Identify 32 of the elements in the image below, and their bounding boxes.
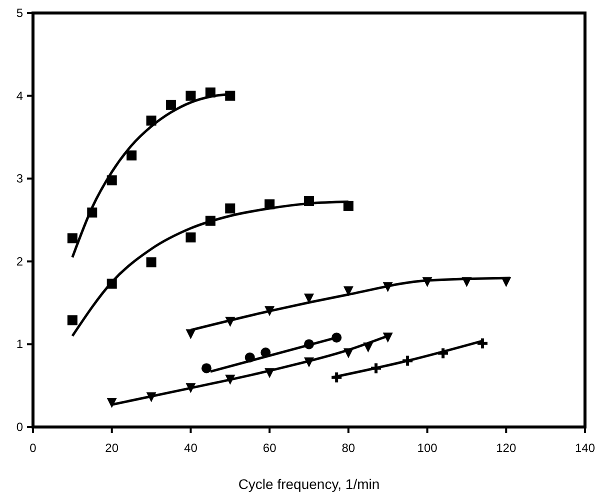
point [126,150,137,160]
y-tick-label: 4 [16,88,24,103]
point [201,363,212,374]
x-tick-label: 40 [184,441,198,455]
point [106,398,117,408]
y-tick-label: 3 [16,172,24,186]
point [67,315,78,326]
x-tick-label: 0 [30,441,37,455]
x-tick-label: 100 [417,441,438,455]
x-axis-title: Cycle frequency, 1/min [238,476,380,492]
x-tick-label: 60 [262,441,277,455]
point [382,332,393,343]
point [166,100,176,110]
x-tick-label: 140 [574,441,596,455]
x-tick-label: 20 [105,441,119,455]
y-tick-label: 0 [16,420,24,434]
point [186,232,196,242]
point [186,90,196,101]
y-tick-label: 1 [16,337,24,352]
point [225,203,236,214]
y-tick-label: 2 [16,254,24,268]
y-tick-label: 5 [16,6,24,20]
point [67,233,78,244]
point [436,346,450,360]
x-tick-label: 120 [496,441,516,455]
point [476,336,489,350]
x-tick-label: 80 [342,441,356,455]
point [401,354,414,368]
point [370,362,383,375]
point [146,257,156,268]
point [343,200,354,211]
point [343,286,354,296]
